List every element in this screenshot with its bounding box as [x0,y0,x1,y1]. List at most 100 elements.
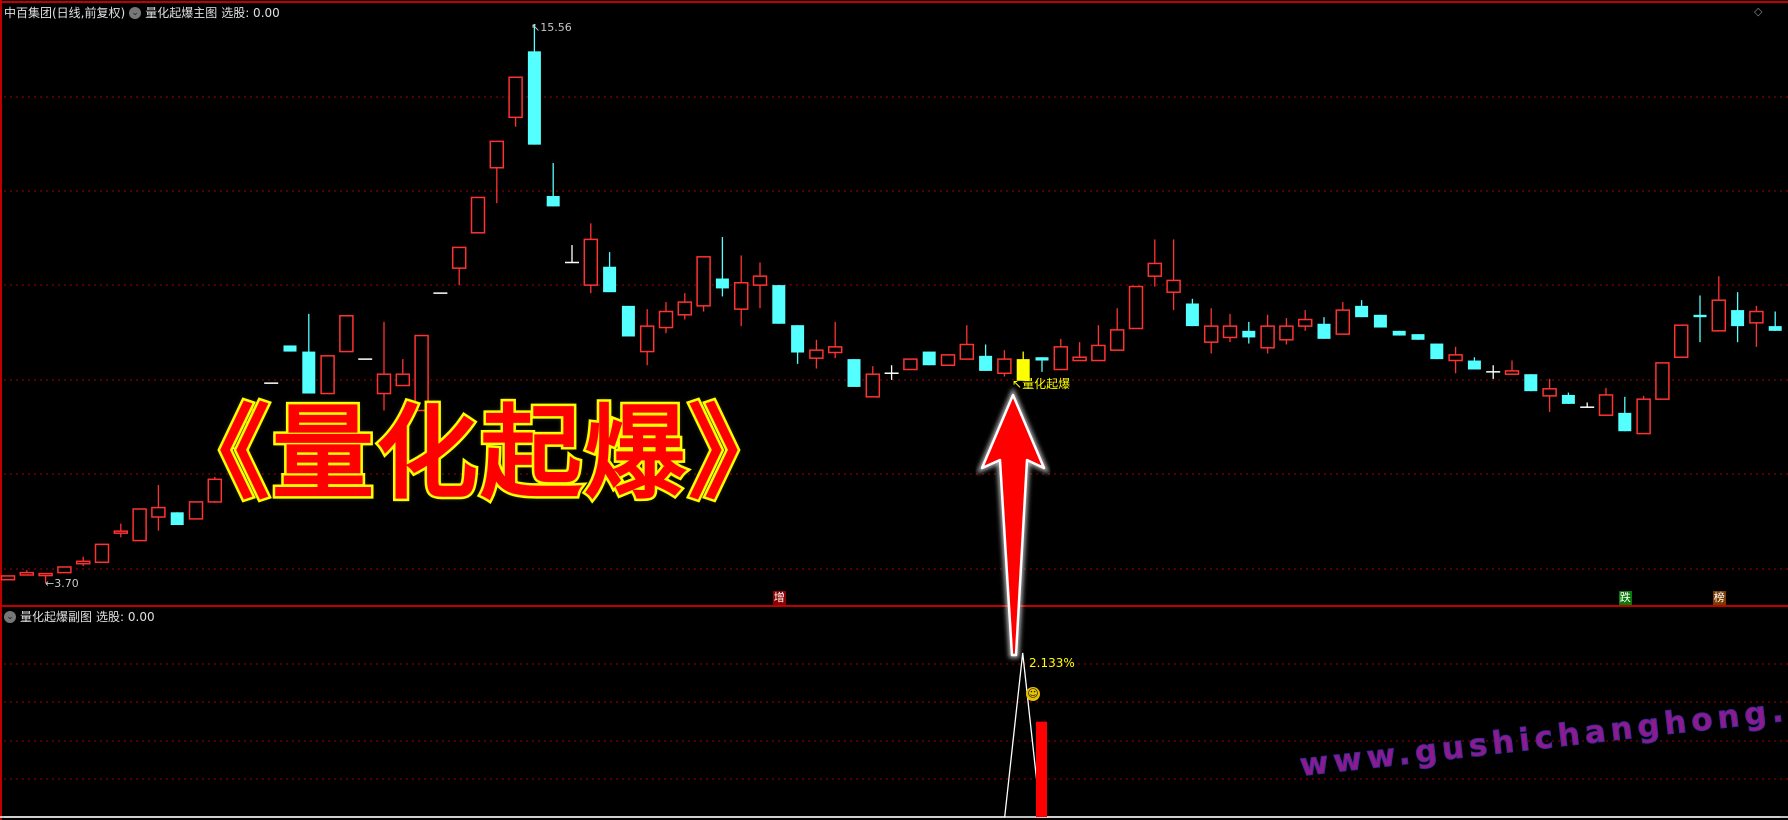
candle [1598,387,1614,416]
candle [1222,313,1238,343]
stock-name: 中百集团(日线,前复权) [4,6,126,20]
candle-body [207,478,223,503]
candle [283,345,297,352]
candle-body [1711,299,1727,332]
candle-body [132,508,147,542]
candle-body [1355,305,1369,318]
candle-body [245,409,260,424]
candle [639,309,655,366]
candle-body [57,566,72,574]
candle [113,523,129,538]
candle [1636,395,1651,435]
sub-indicator-bar [1036,721,1047,817]
candle-body [94,543,110,564]
candle-body [1166,279,1181,293]
candle-body [696,256,711,307]
candle [621,305,635,337]
candle [603,252,617,293]
candle-body [0,575,16,581]
candle-body [809,349,824,359]
candle [791,325,805,364]
smiley-icon: ☺ [1026,687,1040,701]
candle [979,344,993,371]
candle [1279,318,1294,345]
candle [1297,310,1313,331]
candle-body [1147,262,1163,277]
candle [376,321,392,411]
candle-body [1768,326,1782,331]
signal-candle [1016,351,1030,381]
candle [1673,324,1689,358]
sub-chart-group [4,652,1780,818]
candle [1242,321,1256,344]
main-panel-header: 中百集团(日线,前复权) ⌄ 量化起爆主图 选股: 0.00 [4,4,280,21]
candle-body [1035,357,1049,361]
main-select-value: 选股: 0.00 [221,6,280,20]
candle-body [1430,343,1444,360]
candle [1072,342,1087,362]
diamond-icon[interactable]: ◇ [1754,5,1763,18]
candle-body [752,275,768,286]
candle [57,566,72,574]
candle-body [865,373,881,398]
candle-body [1053,346,1069,371]
candle-body [959,343,975,360]
candle-body [1749,310,1764,324]
candle [1392,330,1406,336]
low-price-marker: ←3.70 [45,577,79,590]
candle [1091,325,1106,362]
candle [1655,362,1670,400]
candle-body [733,282,749,310]
candle-body [1222,325,1238,339]
candle [1335,302,1351,335]
candle [546,163,560,207]
candle [1355,300,1369,318]
chevron-down-icon[interactable]: ⌄ [4,610,16,623]
main-indicator-name[interactable]: 量化起爆主图 [145,6,218,20]
candle [677,293,693,320]
candle-body [979,355,993,371]
candle-body [395,373,411,387]
candle [170,512,184,526]
candle [1693,295,1707,343]
candle-body [1392,330,1406,336]
sub-indicator-name[interactable]: 量化起爆副图 [20,610,93,624]
candle-body [639,325,655,353]
candle-body [1317,323,1331,339]
candle [1486,365,1501,379]
tag-zeng: 增 [772,591,786,605]
candle-body [302,351,316,394]
candle-body [1524,374,1538,392]
signal-text: 量化起爆 [1022,377,1071,391]
candle-body [1542,388,1557,397]
candle-body [170,512,184,526]
candle [1373,314,1387,328]
candle-body [508,76,523,119]
candle-body [1279,325,1294,341]
candle-body [151,506,166,518]
candle [489,140,505,204]
candle-body [188,501,204,520]
candle [94,543,110,564]
candle-body [1673,324,1689,358]
candle-body [1636,398,1651,435]
candle [1618,396,1632,432]
candle-body [1731,310,1745,327]
candle-body [603,266,617,293]
sub-indicator-line [4,652,1780,818]
candle-body [38,572,53,577]
chevron-down-icon[interactable]: ⌄ [129,6,142,19]
candle-body [1467,360,1481,370]
candle-body [1655,362,1670,400]
candle [940,354,956,366]
candle [1561,392,1575,404]
candle-body [451,246,467,269]
high-price-marker: ↖15.56 [531,21,572,34]
big-title-banner: 《量化起爆》 [166,393,793,517]
candle [733,255,749,327]
candle-body [1448,354,1463,362]
candle-body [903,358,918,371]
candle [1128,285,1144,330]
candle [1504,360,1520,375]
